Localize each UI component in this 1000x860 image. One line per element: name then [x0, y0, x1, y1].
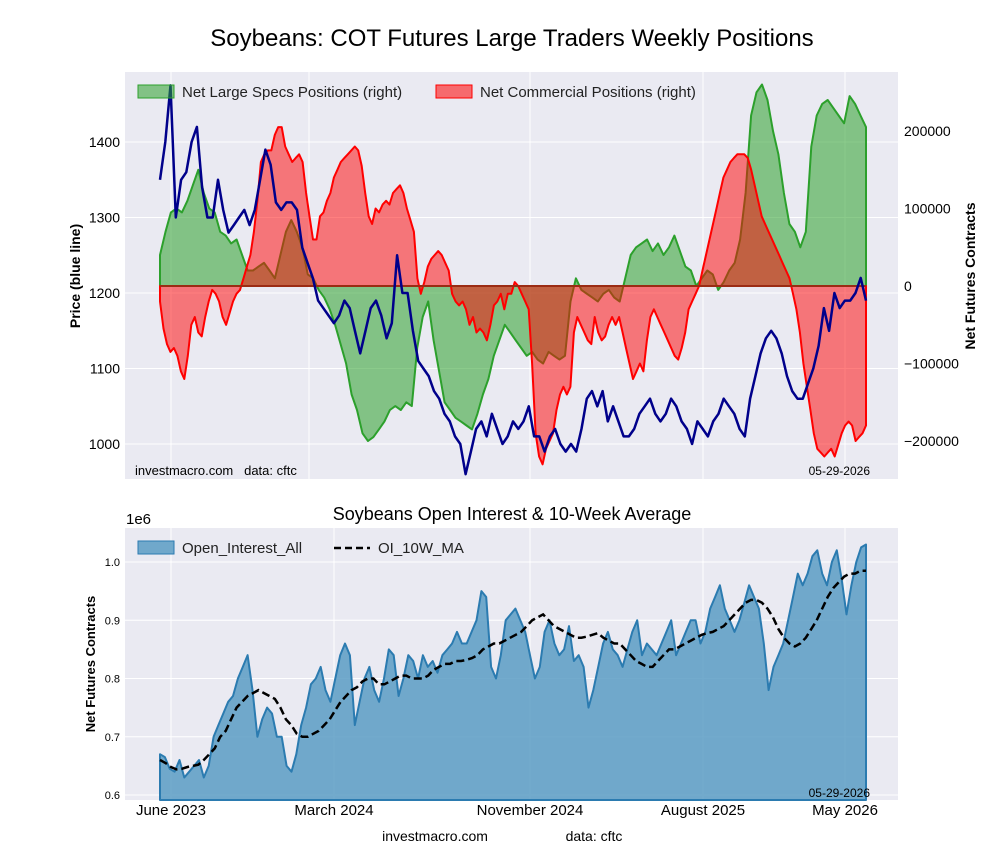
- right-axis-label: Net Futures Contracts: [962, 202, 978, 349]
- ma-line: [159, 569, 866, 771]
- bottom-x-tick-label: June 2023: [136, 802, 206, 819]
- open-interest-area: [159, 543, 867, 801]
- bottom-x-tick-label: March 2024: [294, 802, 373, 819]
- right-axis-ticks: −200000 −100000 0 100000 200000: [904, 123, 959, 449]
- right-tick-label: −100000: [904, 356, 959, 372]
- right-tick-label: 200000: [904, 123, 951, 139]
- left-tick-label: 1100: [90, 361, 120, 377]
- footer-source: data: cftc: [566, 828, 623, 844]
- legend-swatch-commercial: [435, 84, 473, 99]
- bottom-x-tick-label: August 2025: [661, 802, 745, 819]
- commercial-area: [159, 126, 867, 466]
- left-tick-label: 1300: [89, 210, 120, 226]
- left-tick-label: 1000: [89, 436, 120, 452]
- bottom-y-ticks: 0.6 0.7 0.8 0.9 1.0: [105, 557, 120, 802]
- bottom-legend: Open_Interest_All OI_10W_MA: [137, 540, 464, 557]
- price-line-series: [158, 84, 868, 476]
- bottom-scale-label: 1e6: [126, 511, 151, 528]
- price-line: [158, 84, 868, 476]
- legend-label-ma: OI_10W_MA: [378, 540, 464, 557]
- legend-label-specs: Net Large Specs Positions (right): [182, 84, 402, 101]
- bottom-y-tick-label: 0.9: [105, 615, 120, 627]
- bottom-chart-title: Soybeans Open Interest & 10-Week Average: [333, 504, 692, 524]
- bottom-y-tick-label: 0.6: [105, 790, 120, 802]
- top-chart-title: Soybeans: COT Futures Large Traders Week…: [210, 25, 813, 52]
- bottom-x-ticks: June 2023 March 2024 November 2024 August 2…: [136, 802, 878, 819]
- right-tick-label: −200000: [904, 433, 959, 449]
- footer-site: investmacro.com: [382, 828, 488, 844]
- left-tick-label: 1400: [89, 134, 120, 150]
- bottom-x-tick-label: May 2026: [812, 802, 878, 819]
- bottom-y-tick-label: 1.0: [105, 557, 120, 569]
- bottom-date-label: 05-29-2026: [809, 786, 871, 800]
- bottom-y-tick-label: 0.7: [105, 732, 120, 744]
- legend-label-oi: Open_Interest_All: [182, 540, 302, 557]
- open-interest-area-series: [159, 543, 867, 801]
- left-axis-ticks: 1000 1100 1200 1300 1400: [89, 134, 120, 452]
- legend-label-commercial: Net Commercial Positions (right): [480, 84, 696, 101]
- top-legend: Net Large Specs Positions (right) Net Co…: [137, 84, 696, 101]
- bottom-y-tick-label: 0.8: [105, 674, 120, 686]
- legend-swatch-oi: [137, 540, 175, 555]
- right-tick-label: 0: [904, 278, 912, 294]
- legend-swatch-specs: [137, 84, 175, 99]
- commercial-area-series: [159, 126, 867, 466]
- left-axis-label: Price (blue line): [67, 224, 83, 328]
- top-date-label: 05-29-2026: [809, 464, 871, 478]
- left-tick-label: 1200: [89, 285, 120, 301]
- bottom-x-tick-label: November 2024: [477, 802, 584, 819]
- bottom-y-axis-label: Net Futures Contracts: [83, 596, 98, 733]
- top-watermark: investmacro.com data: cftc: [135, 463, 297, 478]
- ma-line-series: [159, 569, 866, 771]
- right-tick-label: 100000: [904, 201, 951, 217]
